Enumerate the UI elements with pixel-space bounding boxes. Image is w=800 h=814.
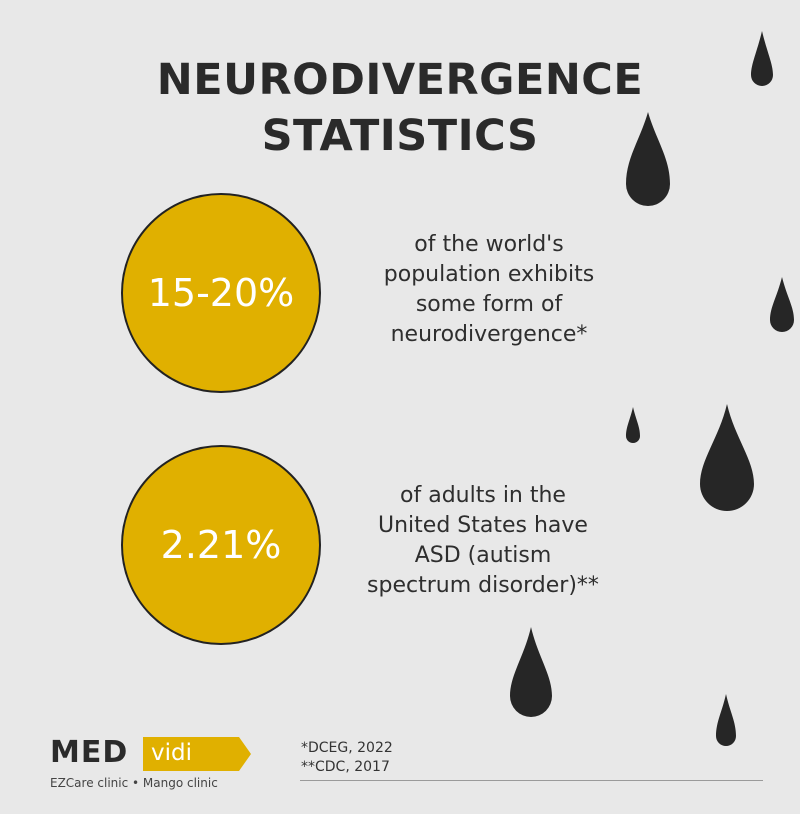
drop-icon [700,404,754,511]
stat-value-1: 15-20% [147,271,295,315]
page-title: NEURODIVERGENCE STATISTICS [0,52,800,164]
stat-1-line-2: population exhibits [383,262,595,287]
stat-2-line-1: of adults in the [400,483,566,508]
stat-1-line-3: some form of [415,292,563,317]
stat-description-1: of the world's population exhibits some … [339,230,639,350]
stat-circle-1: 15-20% [121,193,321,393]
logo-med-text: MED [50,735,129,770]
reference-1: *DCEG, 2022 [301,740,393,756]
logo-vidi-text: vidi [151,740,192,766]
drop-icon [510,627,552,717]
stat-1-line-1: of the world's [414,232,564,257]
logo-badge-shape [143,737,251,771]
stat-2-line-4: spectrum disorder)** [367,573,599,598]
title-line-1: NEURODIVERGENCE [156,55,644,105]
title-line-2: STATISTICS [261,111,539,161]
drop-icon [626,407,640,443]
drop-icon [716,694,736,746]
drop-icon [770,277,794,332]
stat-2-line-3: ASD (autism [414,543,552,568]
logo-vidi-badge: vidi [143,737,251,771]
stat-2-line-2: United States have [378,513,588,538]
reference-2: **CDC, 2017 [301,759,390,775]
stat-value-2: 2.21% [160,523,282,567]
logo-subtitle: EZCare clinic • Mango clinic [50,776,218,790]
stat-circle-2: 2.21% [121,445,321,645]
stat-description-2: of adults in the United States have ASD … [333,481,633,601]
stat-1-line-4: neurodivergence* [390,322,588,347]
footer-divider [300,780,763,781]
references: *DCEG, 2022 **CDC, 2017 [301,739,393,777]
